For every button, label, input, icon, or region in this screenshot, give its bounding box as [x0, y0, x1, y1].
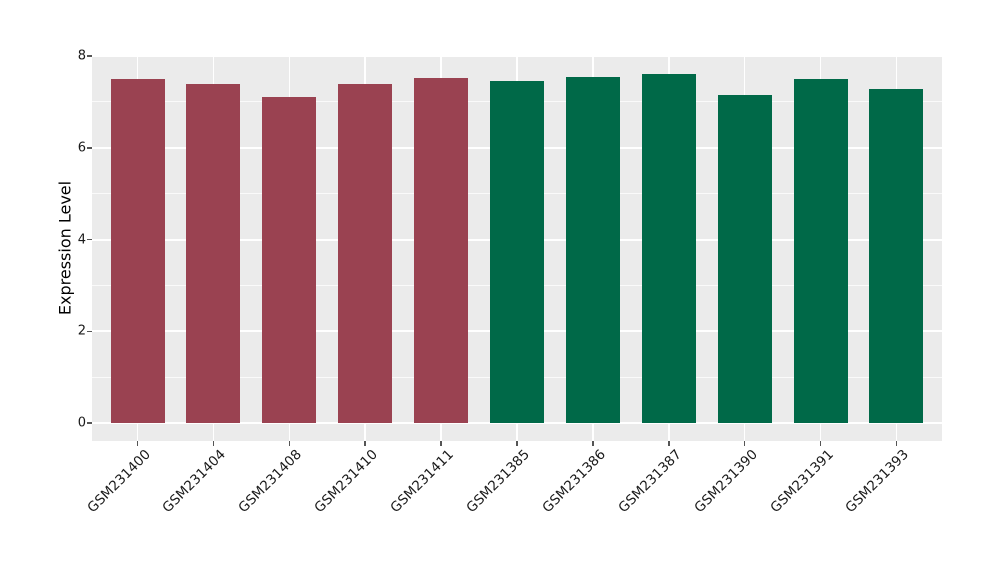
x-tick-label: GSM231393: [842, 446, 913, 517]
x-tick-label: GSM231400: [83, 446, 154, 517]
x-tick-label: GSM231404: [159, 446, 230, 517]
bar: [414, 78, 469, 423]
bar: [793, 78, 848, 423]
x-tick-label: GSM231387: [615, 446, 685, 517]
x-tick: [895, 441, 898, 446]
bar: [869, 89, 924, 424]
bar: [186, 83, 241, 423]
y-tick-label: 4: [77, 232, 86, 247]
y-tick-label: 2: [77, 323, 86, 339]
bar: [262, 96, 317, 423]
x-tick: [288, 441, 291, 446]
y-tick: [87, 238, 92, 241]
x-tick: [668, 441, 670, 446]
bar: [490, 80, 544, 423]
x-tick: [516, 441, 518, 446]
x-tick-label: GSM231391: [767, 446, 837, 517]
bar: [717, 94, 772, 423]
x-tick: [364, 441, 366, 446]
bar: [641, 73, 696, 423]
y-tick: [87, 147, 92, 149]
x-tick-label: GSM231411: [387, 446, 457, 517]
bar: [565, 76, 620, 423]
bar: [338, 84, 393, 423]
y-tick-label: 0: [77, 415, 86, 431]
y-tick-label: 6: [77, 140, 86, 156]
y-tick-label: 8: [77, 48, 86, 64]
x-tick: [592, 441, 594, 446]
x-tick-label: GSM231408: [235, 446, 306, 517]
x-tick: [212, 441, 215, 446]
x-tick: [819, 441, 822, 446]
x-tick: [743, 441, 746, 446]
x-tick-label: GSM231385: [463, 446, 533, 517]
x-tick: [136, 441, 139, 446]
x-tick-label: GSM231386: [539, 446, 609, 517]
x-tick-label: GSM231390: [691, 446, 761, 517]
bar: [110, 78, 165, 423]
y-axis-title: Expression Level: [55, 180, 75, 316]
y-tick: [87, 55, 92, 57]
x-tick-label: GSM231410: [311, 446, 382, 517]
y-tick: [87, 330, 92, 332]
y-tick: [87, 422, 92, 424]
x-tick: [440, 441, 442, 446]
